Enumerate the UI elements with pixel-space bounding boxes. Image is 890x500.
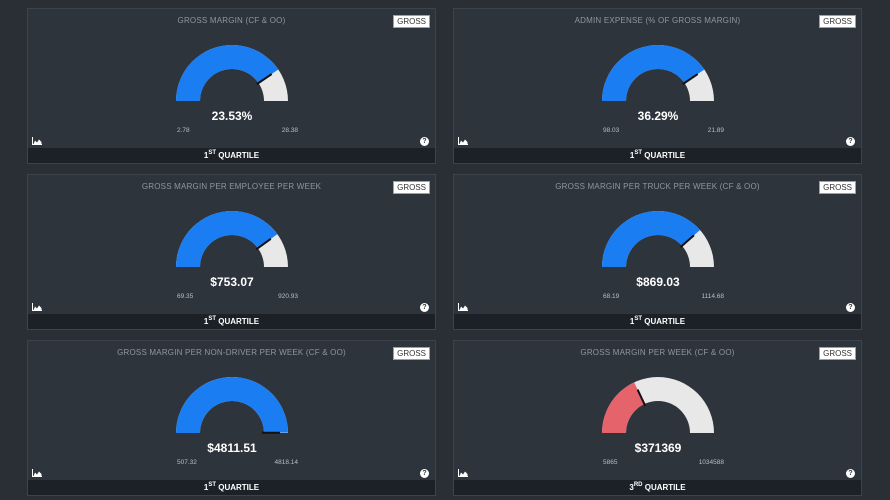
quartile-footer: 3RD QUARTILE <box>454 480 861 495</box>
gauge-arc <box>176 210 288 267</box>
gauge-needle <box>679 234 695 248</box>
gauge-fill <box>602 382 645 433</box>
quartile-footer: 1ST QUARTILE <box>28 314 435 329</box>
quartile-suffix: ST <box>208 482 216 488</box>
quartile-label: QUARTILE <box>644 317 686 326</box>
gauge: $4811.51 507.32 4818.14 <box>174 375 298 466</box>
quartile-footer: 1ST QUARTILE <box>454 314 861 329</box>
gauge-fill <box>176 376 288 433</box>
question-icon[interactable]: ? <box>420 303 429 312</box>
quartile-suffix: ST <box>208 316 216 322</box>
quartile-footer: 1ST QUARTILE <box>28 480 435 495</box>
card-title: GROSS MARGIN PER EMPLOYEE PER WEEK <box>141 182 322 191</box>
card-title: GROSS MARGIN PER TRUCK PER WEEK (CF & OO… <box>555 182 760 191</box>
gross-badge[interactable]: GROSS <box>393 181 430 194</box>
quartile-number: 1 <box>203 151 209 160</box>
gauge-min-label: 507.32 <box>177 459 197 466</box>
question-icon[interactable]: ? <box>846 137 855 146</box>
question-icon[interactable]: ? <box>846 303 855 312</box>
gauge-value: $753.07 <box>210 275 254 289</box>
gauge-arc <box>176 44 288 101</box>
question-icon[interactable]: ? <box>846 469 855 478</box>
gauge-arc <box>602 210 714 267</box>
kpi-card: GROSS MARGIN PER WEEK (CF & OO) GROSS $3… <box>453 340 862 496</box>
gauge-max-label: 1114.68 <box>701 293 724 300</box>
gauge-arc <box>176 376 288 434</box>
gauge-fill <box>602 44 705 101</box>
gauge-value: 36.29% <box>637 109 679 123</box>
gauge-min-label: 5865 <box>603 459 618 466</box>
card-title: GROSS MARGIN PER NON-DRIVER PER WEEK (CF… <box>117 348 346 357</box>
gauge-needle <box>682 73 699 85</box>
quartile-label: QUARTILE <box>218 151 260 160</box>
gauge-fill <box>176 210 278 267</box>
gauge: $869.03 68.19 1114.68 <box>600 209 724 300</box>
gauge: $753.07 69.35 920.93 <box>174 209 298 300</box>
gauge-min-label: 68.19 <box>603 293 620 300</box>
area-chart-icon[interactable] <box>458 469 468 477</box>
gauge-fill <box>602 210 701 267</box>
quartile-suffix: ST <box>634 150 642 156</box>
question-icon[interactable]: ? <box>420 469 429 478</box>
gauge-max-label: 21.89 <box>707 127 724 134</box>
gauge-value: $4811.51 <box>207 441 257 455</box>
gauge-value: $869.03 <box>636 275 680 289</box>
gauge-needle <box>636 389 647 407</box>
gauge-max-label: 920.93 <box>278 293 298 300</box>
card-title: ADMIN EXPENSE (% OF GROSS MARGIN) <box>574 16 741 25</box>
question-icon[interactable]: ? <box>420 137 429 146</box>
gauge: 36.29% 98.03 21.89 <box>600 43 724 134</box>
gauge: 23.53% 2.78 28.38 <box>174 43 298 134</box>
quartile-label: QUARTILE <box>644 483 686 492</box>
quartile-number: 1 <box>629 317 635 326</box>
gauge-max-label: 28.38 <box>281 127 298 134</box>
gauge-needle <box>255 237 272 251</box>
quartile-suffix: ST <box>634 316 642 322</box>
quartile-label: QUARTILE <box>218 483 260 492</box>
gauge-arc <box>602 44 714 101</box>
area-chart-icon[interactable] <box>32 469 42 477</box>
card-title: GROSS MARGIN (CF & OO) <box>177 16 286 25</box>
gross-badge[interactable]: GROSS <box>819 347 856 360</box>
quartile-footer: 1ST QUARTILE <box>454 148 861 163</box>
card-title: GROSS MARGIN PER WEEK (CF & OO) <box>580 348 735 357</box>
quartile-number: 1 <box>203 317 209 326</box>
quartile-label: QUARTILE <box>218 317 260 326</box>
gauge-max-label: 4818.14 <box>274 459 299 466</box>
gauge-arc <box>602 377 714 433</box>
quartile-label: QUARTILE <box>644 151 686 160</box>
gauge-min-label: 98.03 <box>603 127 620 134</box>
gauge-value: $371369 <box>634 441 682 455</box>
kpi-card: GROSS MARGIN PER EMPLOYEE PER WEEK GROSS… <box>27 174 436 330</box>
gauge-value: 23.53% <box>211 109 253 123</box>
area-chart-icon[interactable] <box>32 303 42 311</box>
gauge-max-label: 1034588 <box>698 459 724 466</box>
quartile-suffix: ST <box>208 150 216 156</box>
quartile-footer: 1ST QUARTILE <box>28 148 435 163</box>
gross-badge[interactable]: GROSS <box>393 347 430 360</box>
kpi-card: GROSS MARGIN PER TRUCK PER WEEK (CF & OO… <box>453 174 862 330</box>
gauge-min-label: 69.35 <box>177 293 194 300</box>
gauge-fill <box>176 44 279 101</box>
kpi-card: GROSS MARGIN (CF & OO) GROSS 23.53% 2.78… <box>27 8 436 164</box>
gross-badge[interactable]: GROSS <box>819 15 856 28</box>
area-chart-icon[interactable] <box>32 137 42 145</box>
quartile-number: 1 <box>203 483 209 492</box>
gross-badge[interactable]: GROSS <box>393 15 430 28</box>
area-chart-icon[interactable] <box>458 137 468 145</box>
area-chart-icon[interactable] <box>458 303 468 311</box>
kpi-card: ADMIN EXPENSE (% OF GROSS MARGIN) GROSS … <box>453 8 862 164</box>
kpi-card: GROSS MARGIN PER NON-DRIVER PER WEEK (CF… <box>27 340 436 496</box>
gauge-min-label: 2.78 <box>177 127 190 134</box>
quartile-number: 1 <box>629 151 635 160</box>
quartile-suffix: RD <box>633 482 643 488</box>
gross-badge[interactable]: GROSS <box>819 181 856 194</box>
quartile-number: 3 <box>629 483 634 492</box>
gauge: $371369 5865 1034588 <box>600 375 724 466</box>
gauge-needle <box>256 73 273 85</box>
